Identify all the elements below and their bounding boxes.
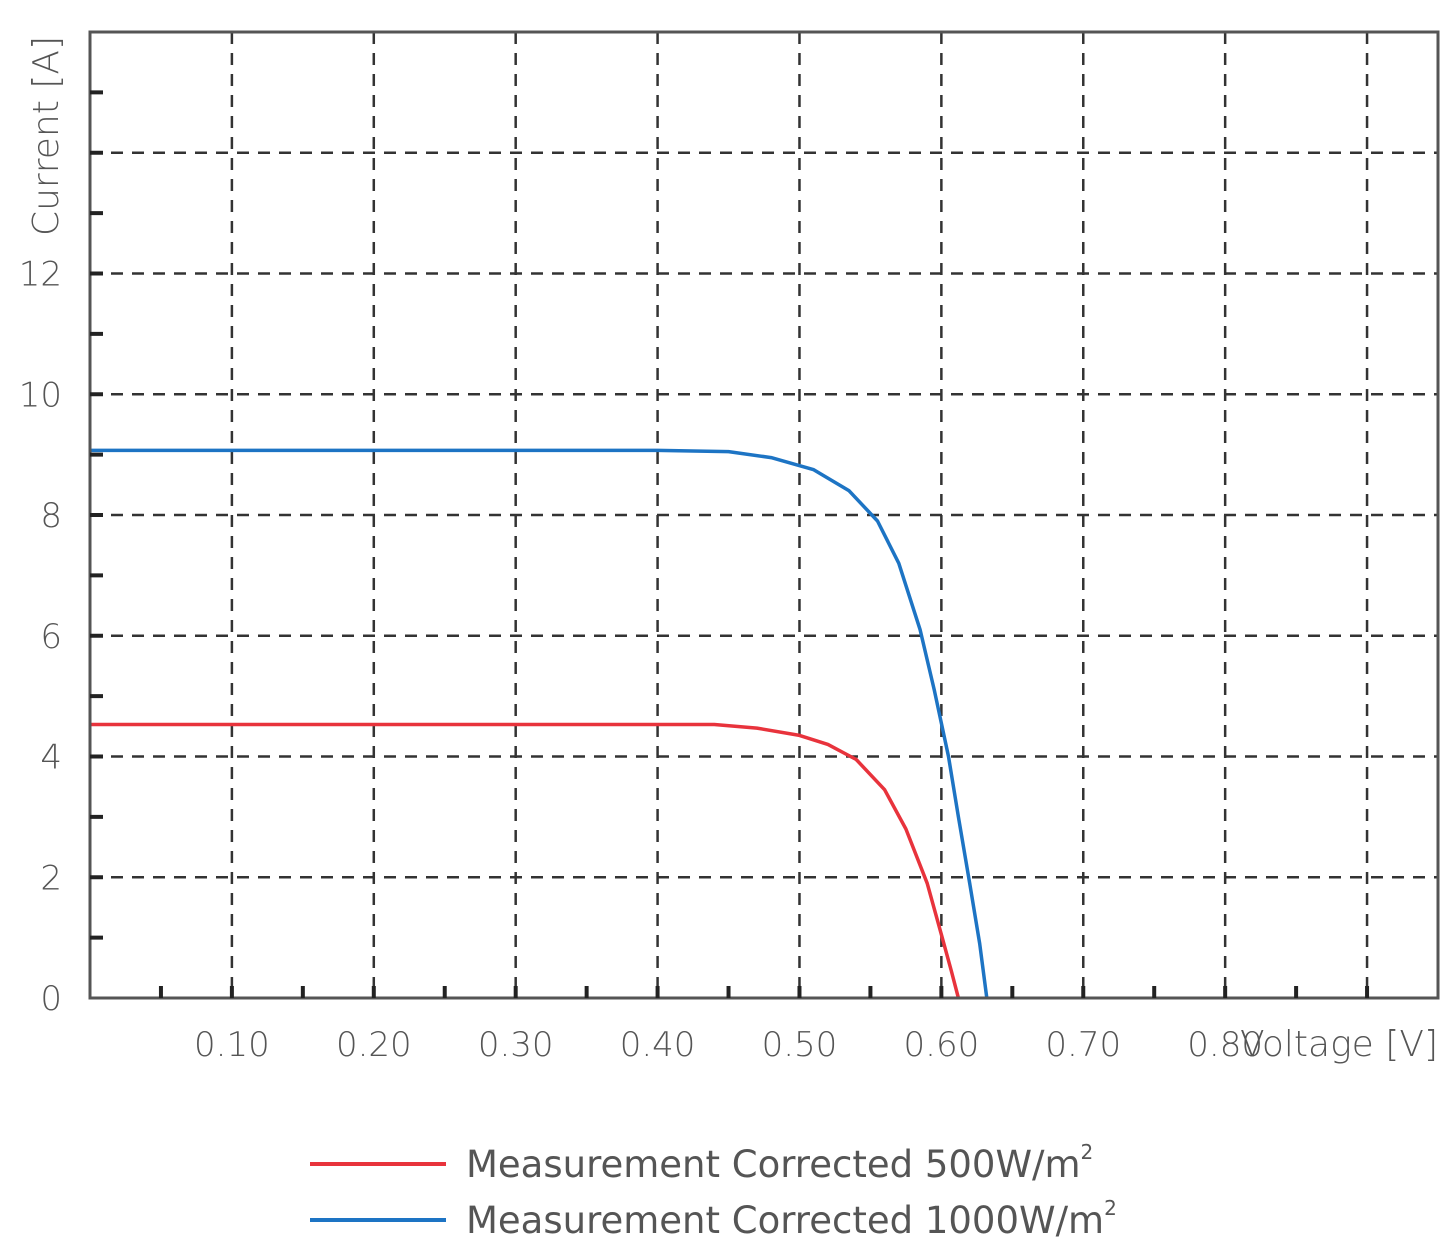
x-tick-label: 0.20	[336, 1025, 412, 1065]
legend-item-500: Measurement Corrected 500W/m2	[310, 1136, 1210, 1192]
x-tick-label: 0.50	[762, 1025, 838, 1065]
x-tick-label: 0.10	[194, 1025, 270, 1065]
grid	[90, 32, 1438, 998]
ticks	[90, 90, 1370, 998]
y-tick-label: 10	[19, 375, 62, 415]
x-axis-title: Voltage [V]	[1240, 1024, 1438, 1065]
legend-swatch-1000	[310, 1218, 446, 1222]
legend-label-500: Measurement Corrected 500W/m2	[466, 1140, 1094, 1186]
y-tick-label: 8	[40, 496, 62, 536]
y-tick-label: 2	[40, 858, 62, 898]
x-tick-label: 0.40	[620, 1025, 696, 1065]
y-axis-title: Current [A]	[26, 36, 67, 236]
x-tick-label: 0.70	[1045, 1025, 1121, 1065]
series-line-500	[90, 722, 961, 999]
curves	[90, 448, 989, 999]
x-tick-label: 0.80	[1187, 1025, 1263, 1065]
tick-labels: 0.10 0.20 0.30 0.40 0.50 0.60 0.70 0.80 0 2 4 6 8 10 1…	[19, 255, 1263, 1066]
y-tick-label: 12	[19, 255, 62, 295]
x-tick-label: 0.30	[478, 1025, 554, 1065]
legend: Measurement Corrected 500W/m2 Measuremen…	[310, 1136, 1210, 1248]
legend-item-1000: Measurement Corrected 1000W/m2	[310, 1192, 1210, 1248]
y-tick-label: 4	[40, 738, 62, 778]
legend-swatch-500	[310, 1162, 446, 1166]
y-tick-label: 0	[40, 979, 62, 1019]
series-line-1000	[90, 448, 989, 999]
iv-curve-chart: 0.10 0.20 0.30 0.40 0.50 0.60 0.70 0.80 0 2 4 6 8 10 1…	[19, 30, 1440, 1066]
x-tick-label: 0.60	[904, 1025, 980, 1065]
legend-label-1000: Measurement Corrected 1000W/m2	[466, 1196, 1117, 1242]
y-tick-label: 6	[40, 617, 62, 657]
